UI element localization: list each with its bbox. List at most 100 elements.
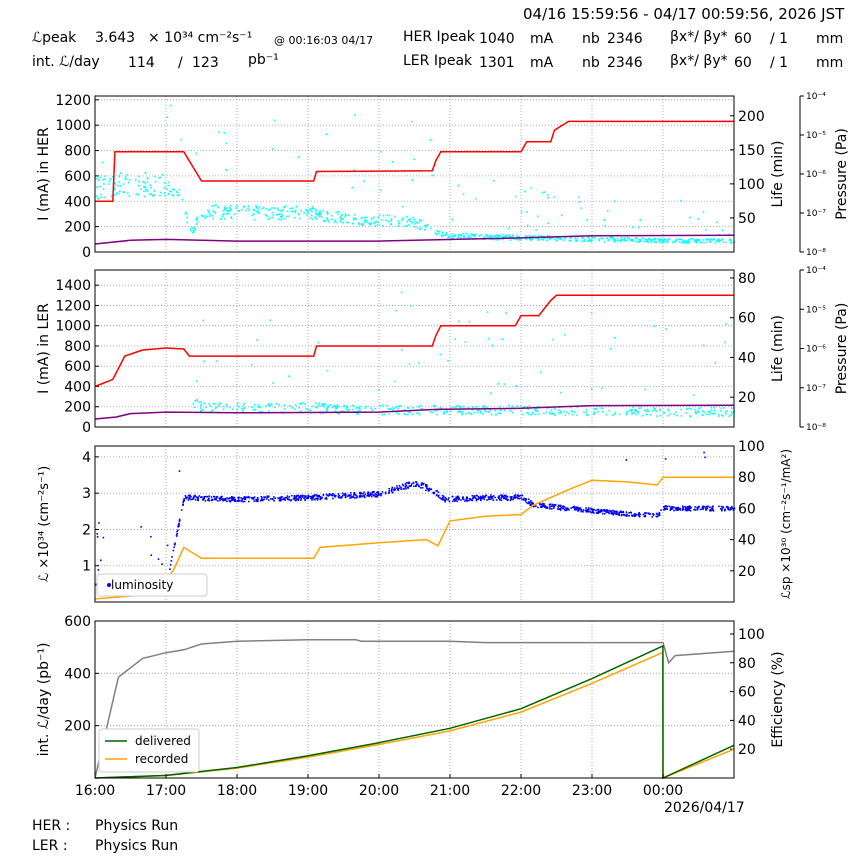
luminosity-point xyxy=(492,499,495,501)
life-point xyxy=(551,412,553,415)
life-point xyxy=(604,240,606,243)
life-point xyxy=(702,410,704,412)
life-point xyxy=(574,240,577,242)
life-point xyxy=(575,239,578,242)
life-point xyxy=(525,235,527,237)
luminosity-point xyxy=(437,494,440,497)
luminosity-point xyxy=(303,497,306,500)
life-point xyxy=(401,349,403,351)
life-point xyxy=(273,207,276,209)
life-point xyxy=(244,205,246,208)
luminosity-point xyxy=(172,549,175,552)
luminosity-point xyxy=(643,515,645,518)
luminosity-point xyxy=(482,495,484,497)
life-point xyxy=(408,411,410,414)
life-point xyxy=(468,320,471,323)
luminosity-point xyxy=(294,497,297,499)
life-point xyxy=(200,214,203,216)
life-point xyxy=(391,407,393,410)
life-point xyxy=(341,214,343,216)
life-point xyxy=(714,242,717,244)
luminosity-point xyxy=(451,500,454,503)
life-point xyxy=(316,218,318,220)
y-tick-label: 1400 xyxy=(55,278,91,294)
life-point xyxy=(276,207,279,209)
life-point xyxy=(474,235,476,237)
life-point xyxy=(352,222,354,225)
luminosity-point xyxy=(646,512,648,514)
luminosity-point xyxy=(251,497,254,500)
luminosity-point xyxy=(514,494,517,496)
life-point xyxy=(418,414,421,416)
life-point xyxy=(395,412,398,414)
life-point xyxy=(491,235,494,237)
luminosity-point xyxy=(614,512,616,515)
luminosity-point xyxy=(538,502,541,505)
life-point xyxy=(730,407,733,409)
life-point xyxy=(530,239,533,242)
luminosity-point xyxy=(447,497,450,499)
luminosity-point xyxy=(686,505,689,508)
luminosity-point xyxy=(710,507,713,510)
luminosity-point xyxy=(567,508,569,510)
y-tick-label: 3 xyxy=(82,486,91,502)
luminosity-point xyxy=(501,495,503,498)
life-point xyxy=(694,240,697,243)
luminosity-point xyxy=(526,502,529,505)
luminosity-point xyxy=(229,497,231,499)
life-point xyxy=(523,405,526,408)
luminosity-point xyxy=(475,499,478,502)
luminosity-point xyxy=(479,499,482,502)
luminosity-point xyxy=(663,508,666,510)
life-point xyxy=(553,413,555,415)
life-point xyxy=(573,236,576,239)
luminosity-point xyxy=(394,488,397,491)
luminosity-point xyxy=(454,500,456,502)
luminosity-point xyxy=(313,498,316,501)
luminosity-point xyxy=(705,506,708,508)
luminosity-point xyxy=(557,504,560,507)
luminosity-point xyxy=(286,498,289,501)
luminosity-point xyxy=(448,500,451,503)
life-point xyxy=(659,241,662,244)
luminosity-point xyxy=(549,503,552,505)
luminosity-point xyxy=(551,505,553,507)
life-point xyxy=(560,410,562,412)
life-point xyxy=(658,239,660,241)
y2-tick-label: 150 xyxy=(738,143,765,159)
life-point xyxy=(695,241,698,244)
life-point xyxy=(530,414,533,416)
life-point xyxy=(637,226,640,229)
life-point xyxy=(235,207,237,209)
life-point xyxy=(581,240,583,242)
life-point xyxy=(354,217,357,220)
life-point xyxy=(420,219,423,222)
life-point xyxy=(340,219,342,222)
life-point xyxy=(629,239,632,242)
luminosity-point xyxy=(528,502,530,505)
luminosity-point xyxy=(445,497,447,500)
life-point xyxy=(146,190,149,193)
life-point xyxy=(442,233,444,236)
luminosity-point xyxy=(421,487,424,489)
life-point xyxy=(498,234,500,237)
life-point xyxy=(710,412,713,415)
life-point xyxy=(434,404,436,407)
luminosity-point xyxy=(687,507,689,510)
life-point xyxy=(728,415,731,418)
luminosity-point xyxy=(253,500,256,502)
life-point xyxy=(561,214,563,217)
life-point xyxy=(229,208,232,210)
luminosity-point xyxy=(220,496,222,498)
life-point xyxy=(552,196,555,199)
life-point xyxy=(311,214,313,217)
life-point xyxy=(340,215,342,217)
life-point xyxy=(243,402,246,405)
life-point xyxy=(512,235,514,238)
life-point xyxy=(576,406,579,408)
luminosity-point xyxy=(283,498,286,500)
life-point xyxy=(409,218,411,220)
life-point xyxy=(114,194,116,196)
luminosity-point xyxy=(322,494,325,496)
life-point xyxy=(305,209,307,211)
